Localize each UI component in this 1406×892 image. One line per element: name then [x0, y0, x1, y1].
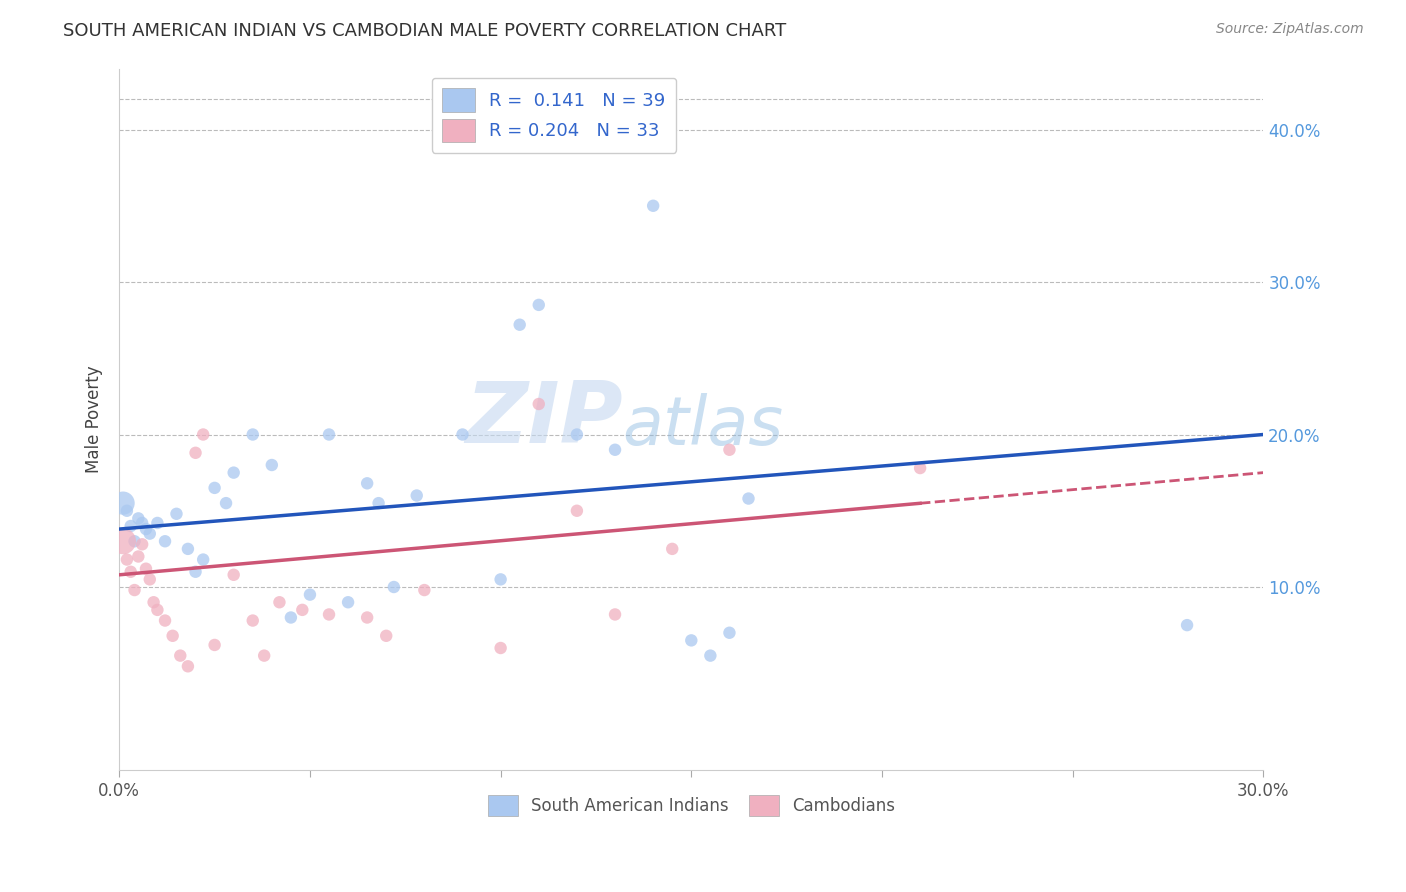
Point — [681, 633, 703, 648]
Point — [405, 489, 427, 503]
Point — [127, 511, 149, 525]
Point — [204, 638, 226, 652]
Point — [242, 614, 264, 628]
Point — [489, 640, 512, 655]
Point — [489, 573, 512, 587]
Point — [367, 496, 389, 510]
Point — [135, 522, 157, 536]
Point — [184, 565, 207, 579]
Point — [120, 565, 142, 579]
Point — [737, 491, 759, 506]
Point — [222, 567, 245, 582]
Legend: South American Indians, Cambodians: South American Indians, Cambodians — [479, 787, 903, 825]
Point — [527, 298, 550, 312]
Point — [242, 427, 264, 442]
Point — [451, 427, 474, 442]
Point — [112, 534, 135, 549]
Point — [375, 629, 398, 643]
Point — [718, 625, 741, 640]
Point — [112, 496, 135, 510]
Point — [169, 648, 191, 663]
Y-axis label: Male Poverty: Male Poverty — [86, 366, 103, 473]
Point — [153, 534, 176, 549]
Point — [193, 552, 215, 566]
Point — [115, 552, 138, 566]
Point — [153, 614, 176, 628]
Point — [222, 466, 245, 480]
Point — [135, 562, 157, 576]
Point — [603, 442, 626, 457]
Text: atlas: atlas — [623, 393, 783, 459]
Point — [193, 427, 215, 442]
Point — [115, 504, 138, 518]
Point — [142, 595, 165, 609]
Point — [184, 446, 207, 460]
Point — [291, 603, 314, 617]
Point — [139, 526, 162, 541]
Point — [124, 534, 146, 549]
Point — [699, 648, 721, 663]
Point — [280, 610, 302, 624]
Point — [356, 610, 378, 624]
Point — [131, 516, 153, 530]
Point — [131, 537, 153, 551]
Point — [318, 427, 340, 442]
Point — [253, 648, 276, 663]
Point — [643, 199, 665, 213]
Text: ZIP: ZIP — [465, 377, 623, 461]
Point — [139, 573, 162, 587]
Point — [146, 516, 169, 530]
Point — [603, 607, 626, 622]
Point — [661, 541, 683, 556]
Text: SOUTH AMERICAN INDIAN VS CAMBODIAN MALE POVERTY CORRELATION CHART: SOUTH AMERICAN INDIAN VS CAMBODIAN MALE … — [63, 22, 786, 40]
Point — [269, 595, 291, 609]
Point — [356, 476, 378, 491]
Point — [908, 461, 931, 475]
Point — [718, 442, 741, 457]
Point — [162, 629, 184, 643]
Point — [337, 595, 360, 609]
Point — [124, 582, 146, 597]
Point — [565, 427, 588, 442]
Point — [509, 318, 531, 332]
Point — [565, 504, 588, 518]
Point — [204, 481, 226, 495]
Point — [527, 397, 550, 411]
Point — [1175, 618, 1198, 632]
Point — [382, 580, 405, 594]
Point — [146, 603, 169, 617]
Point — [177, 659, 200, 673]
Text: Source: ZipAtlas.com: Source: ZipAtlas.com — [1216, 22, 1364, 37]
Point — [215, 496, 238, 510]
Point — [166, 507, 188, 521]
Point — [177, 541, 200, 556]
Point — [127, 549, 149, 564]
Point — [413, 582, 436, 597]
Point — [260, 458, 283, 472]
Point — [318, 607, 340, 622]
Point — [298, 588, 321, 602]
Point — [120, 519, 142, 533]
